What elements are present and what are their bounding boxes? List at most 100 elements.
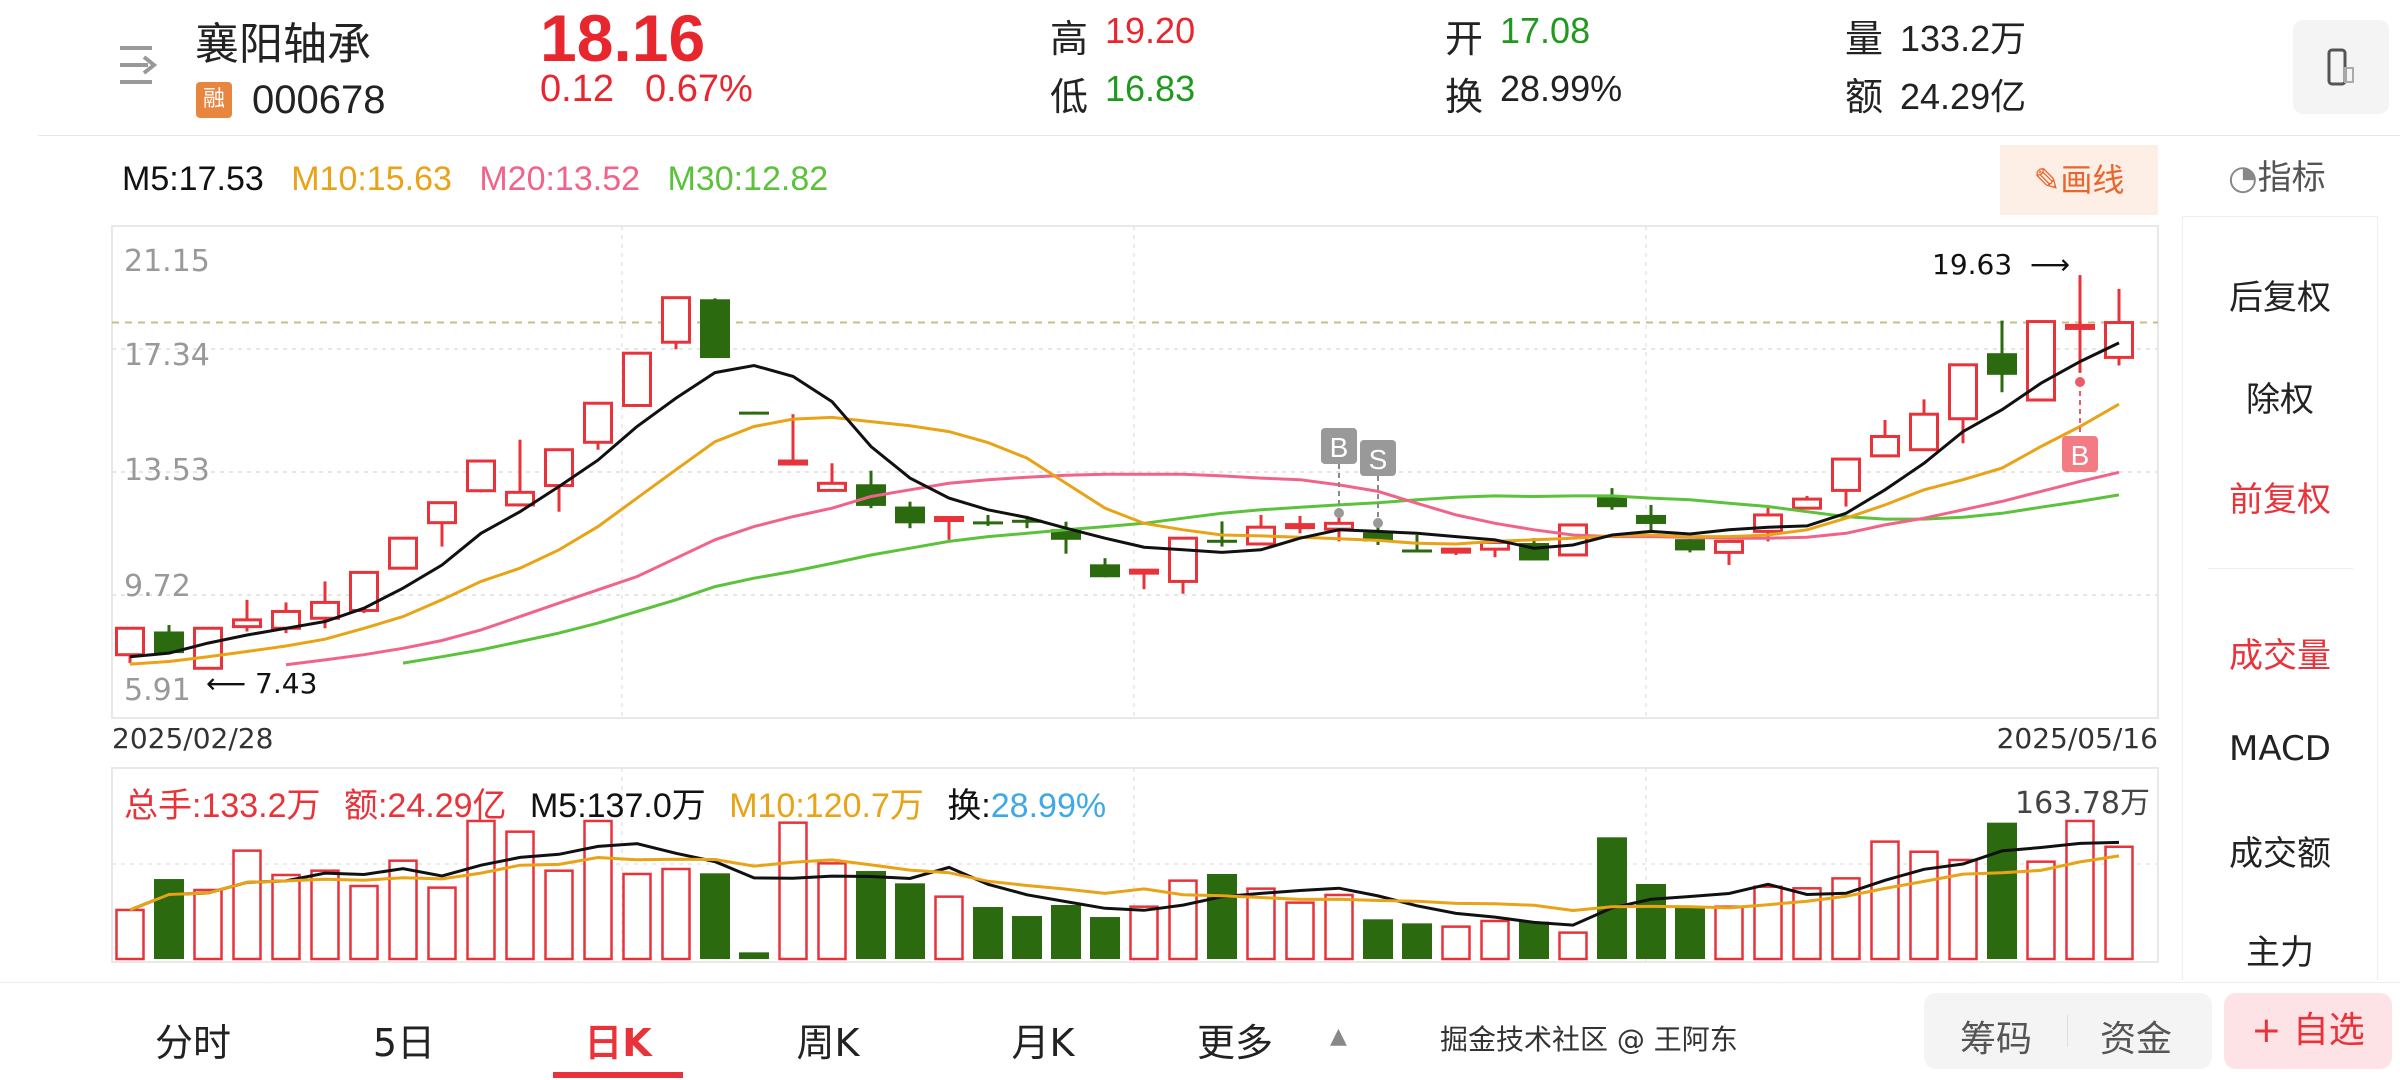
volume-panel-frame [111, 767, 2159, 963]
tab-5day[interactable]: 5日 [372, 1021, 436, 1065]
low-annotation-value: 7.43 [255, 667, 318, 700]
candle-body-down [1987, 353, 2017, 375]
candle-body-up [778, 459, 808, 466]
chips-funds-group [1924, 993, 2212, 1069]
amount-value: 24.29亿 [1900, 76, 2027, 117]
volume-bar-down [154, 879, 184, 959]
volume-bar-up [232, 849, 262, 961]
candle-body-up [1285, 523, 1315, 530]
volume-bar-down [1636, 884, 1666, 959]
tab-monthly-k[interactable]: 月K [1011, 1021, 1075, 1065]
candle-body-down [1051, 529, 1081, 540]
volume-bar-up [1441, 925, 1471, 961]
volume-bar-down [1597, 837, 1627, 959]
volume-bar-up [1324, 893, 1354, 961]
volume-bar-up [1870, 840, 1900, 961]
ma20-legend: M20:13.52 [479, 160, 641, 198]
volume-bar-down [1207, 873, 1237, 959]
ma30-legend: M30:12.82 [667, 160, 829, 198]
candle-body-down [1012, 519, 1042, 523]
y-tick-label: 9.72 [124, 569, 191, 604]
candle-body-down [1597, 497, 1627, 508]
tab-intraday[interactable]: 分时 [154, 1021, 232, 1065]
turnover-value: 28.99% [1500, 68, 1623, 109]
candle-body-down [895, 506, 925, 524]
side-panel [2182, 216, 2378, 980]
ma30-line [402, 493, 2120, 665]
candle-body-down [700, 299, 730, 359]
ma20-line [285, 470, 2120, 667]
side-item-volume[interactable]: 成交量 [2229, 636, 2331, 676]
side-item-main-force[interactable]: 主力 [2246, 933, 2314, 973]
volume-bar-down [739, 952, 769, 959]
volume-max-label: 163.78万 [2015, 786, 2150, 821]
side-item-ex-rights[interactable]: 除权 [2246, 380, 2314, 420]
vol-ma5: M5:137.0万 [529, 787, 706, 825]
vol-ma10: M10:120.7万 [729, 787, 924, 825]
add-watchlist-button[interactable]: + 自选 [2224, 993, 2392, 1069]
candle-body-up [544, 448, 574, 488]
low-annotation: ⟵ 7.43 [206, 667, 317, 700]
indicator-button[interactable]: ◔指标 [2228, 150, 2326, 199]
volume-bar-up [1285, 901, 1315, 961]
candle-body-up [1129, 568, 1159, 575]
candle-body-up [2026, 320, 2056, 402]
candle-body-up [1168, 536, 1198, 583]
gauge-icon: ◔ [2228, 158, 2258, 198]
volume-bar-down [1090, 917, 1120, 959]
side-item-amount[interactable]: 成交额 [2229, 834, 2331, 874]
high-annotation: 19.63 ⟶ [1932, 248, 2070, 281]
buy-marker-label: B [1330, 432, 1349, 463]
candle-body-up [466, 459, 496, 493]
ma10-legend: M10:15.63 [291, 160, 452, 198]
price-change-pct: 0.67% [645, 68, 753, 110]
menu-arrow-icon[interactable] [118, 44, 174, 86]
chips-button[interactable]: 筹码 [1960, 1019, 2033, 1060]
rotate-screen-button[interactable] [2293, 20, 2389, 114]
candle-body-up [622, 351, 652, 407]
draw-line-button[interactable]: ✎画线 [2000, 145, 2158, 215]
amount-label: 额 [1845, 75, 1884, 119]
tab-weekly-k[interactable]: 周K [796, 1021, 860, 1065]
candle-body-down [1675, 539, 1705, 551]
volume-bar-down [1363, 919, 1393, 959]
volume-bar-up [1558, 931, 1588, 961]
volume-bar-up [115, 908, 145, 961]
caret-up-icon[interactable]: ▲ [1330, 1024, 1347, 1049]
candle-body-down [973, 521, 1003, 525]
tab-daily-k[interactable]: 日K [584, 1021, 652, 1065]
candle-body-down [1090, 564, 1120, 578]
sell-marker-badge [1360, 440, 1396, 476]
buy-marker-badge [2062, 436, 2098, 472]
volume-ma10-line [129, 854, 2120, 913]
candle-body-up [115, 626, 145, 657]
volume-bar-down [1051, 904, 1081, 959]
side-item-macd[interactable]: MACD [2229, 729, 2331, 769]
ma10-line [129, 402, 2120, 666]
candle-body-up [427, 501, 457, 525]
candle-body-up [310, 600, 340, 620]
volume-bar-up [817, 862, 847, 961]
candle-body-up [661, 296, 691, 344]
volume-label: 量 [1845, 17, 1884, 61]
side-item-pre-adjusted[interactable]: 前复权 [2229, 480, 2331, 520]
x-end-date: 2025/05/16 [1996, 722, 2158, 755]
header-divider [38, 135, 2400, 136]
margin-badge: 融 [196, 82, 232, 118]
y-tick-label: 21.15 [124, 244, 210, 279]
tab-more[interactable]: 更多 [1196, 1021, 1274, 1065]
right-arrow-icon: ⟶ [2012, 248, 2071, 281]
high-annotation-value: 19.63 [1932, 248, 2013, 281]
candle-body-up [1324, 521, 1354, 531]
left-arrow-icon: ⟵ [206, 667, 256, 700]
volume-bar-up [583, 819, 613, 961]
funds-button[interactable]: 资金 [2100, 1019, 2173, 1060]
volume-bar-up [778, 821, 808, 961]
volume-bar-up [505, 830, 535, 961]
side-item-post-adjusted[interactable]: 后复权 [2229, 278, 2331, 318]
y-tick-label: 17.34 [124, 338, 210, 373]
volume-bar-up [622, 872, 652, 961]
volume-bar-up [310, 869, 340, 961]
x-start-date: 2025/02/28 [112, 722, 274, 755]
